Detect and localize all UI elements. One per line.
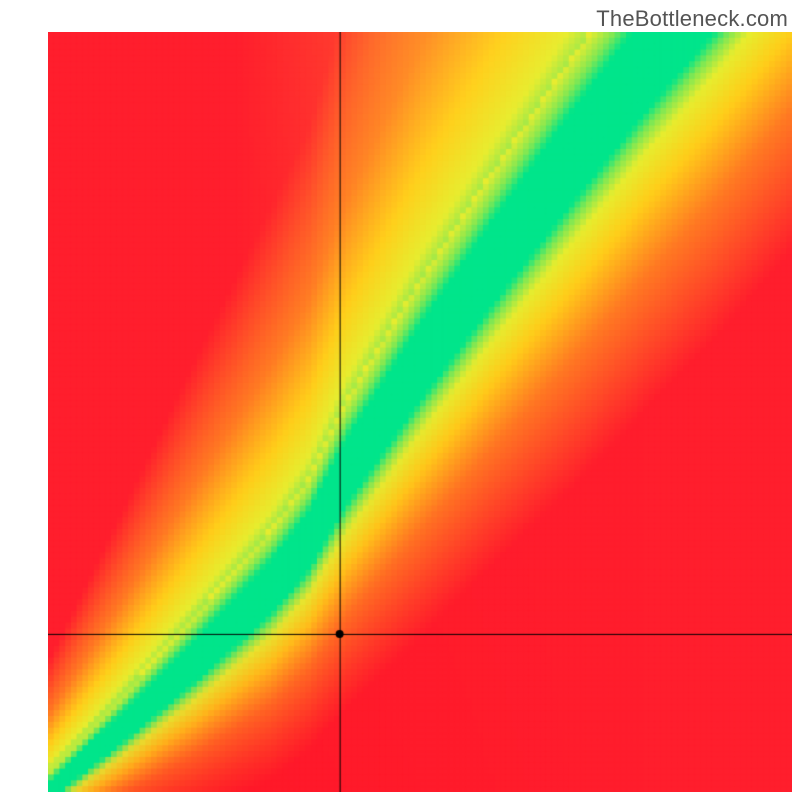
heatmap-canvas: [48, 32, 792, 792]
watermark-text: TheBottleneck.com: [596, 6, 788, 32]
